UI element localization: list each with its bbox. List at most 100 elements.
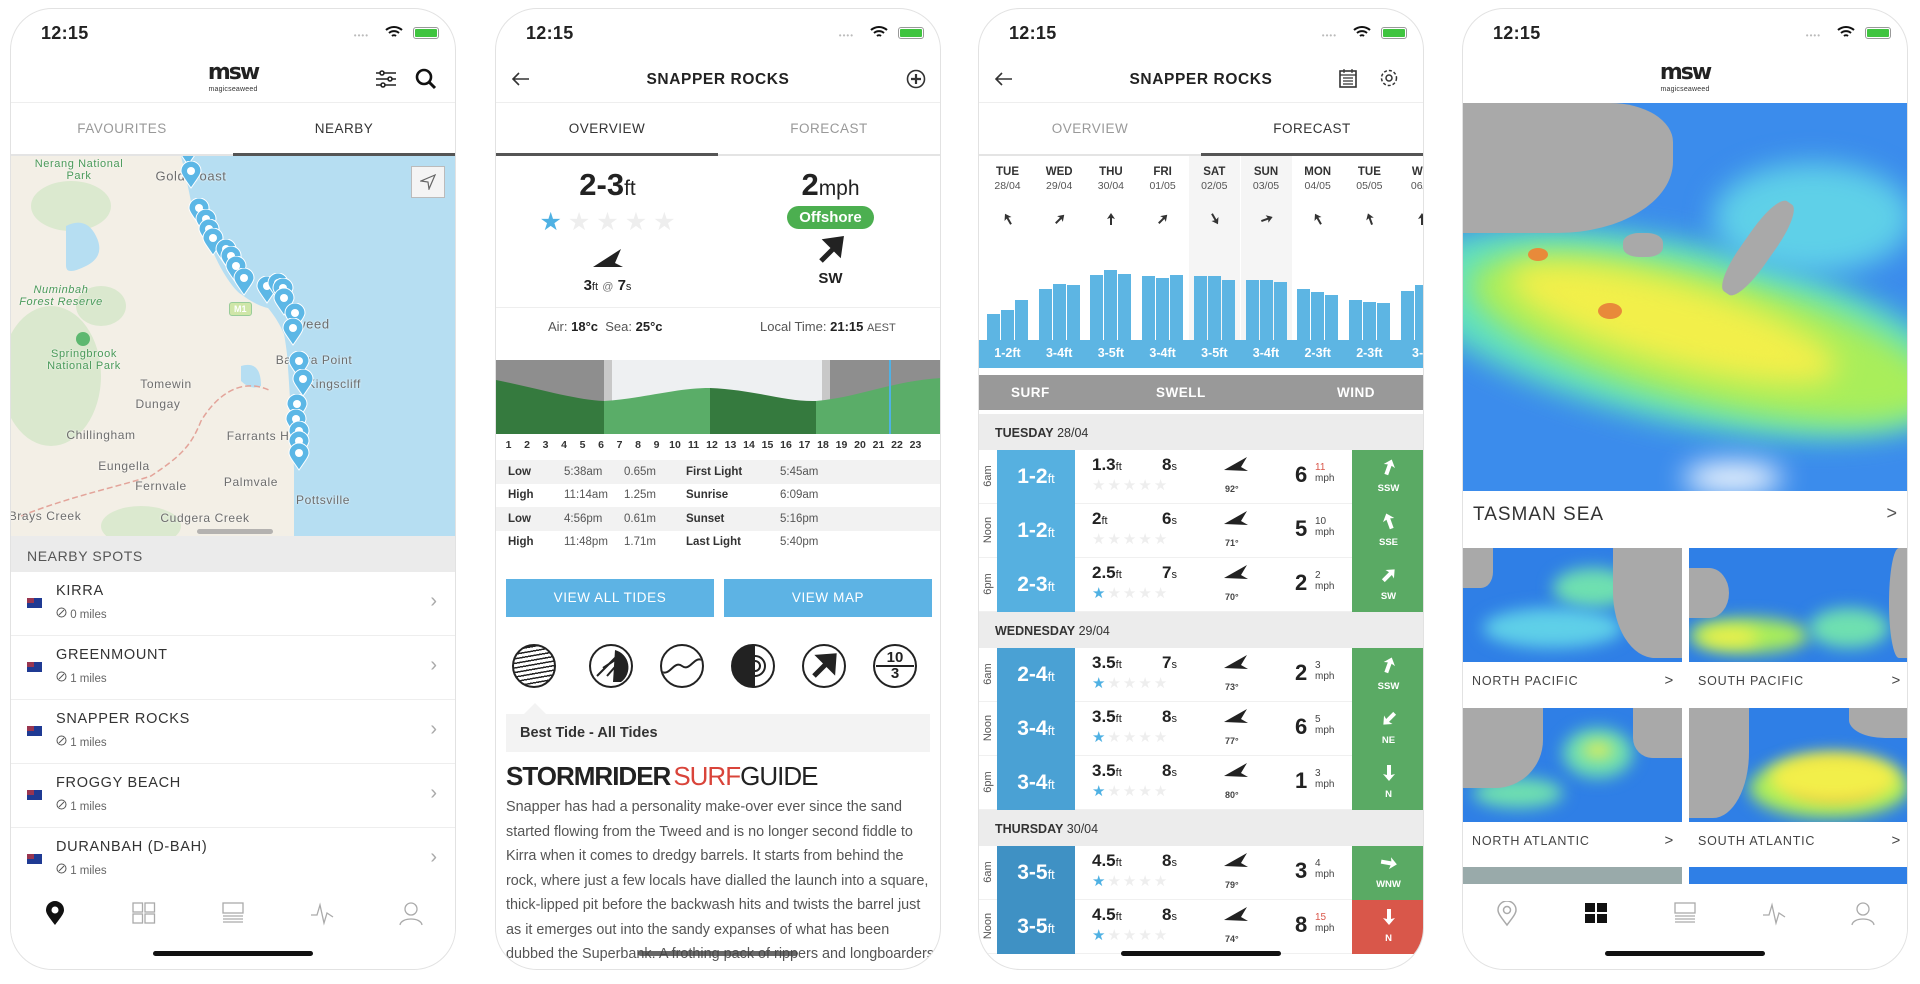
day-column[interactable]: FRI 01/05 — [1137, 156, 1188, 340]
star-icon: ★ — [1122, 729, 1136, 746]
signal-icon: •••• — [353, 31, 369, 40]
surf-bar — [1104, 269, 1118, 340]
tide-hour-label: 18 — [817, 439, 829, 451]
tab-bar-item[interactable] — [100, 884, 189, 944]
map-pin-icon[interactable] — [180, 161, 202, 189]
forecast-row[interactable]: Noon 3-4ft 3.5ft 8s ★ ★ ★ ★ ★ 77° 6 5 mph NE — [979, 702, 1423, 756]
map-pin-icon[interactable] — [188, 197, 210, 226]
star-icon: ★ — [1138, 477, 1151, 494]
swell-height: 1.3ft — [1092, 455, 1122, 474]
swell-blob — [1769, 753, 1899, 803]
forecast-row[interactable]: 6am 3-5ft 4.5ft 8s ★ ★ ★ ★ ★ 79° 3 4 mph WNW — [979, 846, 1423, 900]
map-pin-icon[interactable] — [233, 267, 255, 296]
home-indicator[interactable] — [1121, 951, 1281, 956]
map-pin-icon[interactable] — [288, 442, 310, 471]
settings-icon[interactable] — [1379, 68, 1399, 88]
day-column[interactable]: SAT 02/05 — [1188, 156, 1240, 340]
tab-bar-item[interactable] — [11, 884, 100, 944]
tab-bar-item[interactable] — [1641, 884, 1730, 944]
home-indicator[interactable] — [638, 951, 798, 956]
calendar-icon[interactable] — [1339, 68, 1357, 88]
back-arrow-icon[interactable] — [995, 72, 1013, 86]
region-row[interactable]: NORTH ATLANTIC > — [1463, 822, 1682, 862]
region-map[interactable] — [1689, 708, 1907, 822]
map-label: Dungay — [135, 397, 181, 411]
tasman-sea-map[interactable] — [1463, 103, 1907, 491]
forecast-row[interactable]: 6pm 3-4ft 3.5ft 8s ★ ★ ★ ★ ★ 80° 1 3 mph N — [979, 756, 1423, 810]
sun-event: First Light — [686, 465, 743, 478]
surf-height: 3-5ft — [997, 846, 1075, 900]
day-column[interactable]: MON 04/05 — [1292, 156, 1343, 340]
tab-bar-item[interactable] — [277, 884, 366, 944]
tab-forecast[interactable]: FORECAST — [790, 121, 868, 136]
map-pin-icon[interactable] — [288, 351, 310, 379]
map-pin-icon[interactable] — [282, 317, 304, 346]
view-map-button[interactable]: VIEW MAP — [724, 579, 932, 617]
list-item[interactable]: GREENMOUNT 1 miles › — [11, 636, 455, 700]
daily-range: 3-4ft — [1045, 346, 1073, 360]
forecast-row[interactable]: 6am 2-4ft 3.5ft 7s ★ ★ ★ ★ ★ 73° 2 3 mph SSW — [979, 648, 1423, 702]
list-item[interactable]: FROGGY BEACH 1 miles › — [11, 764, 455, 828]
list-item[interactable]: DURANBAH (D-BAH) 1 miles › — [11, 828, 455, 892]
forecast-row[interactable]: Noon 3-5ft 4.5ft 8s ★ ★ ★ ★ ★ 74° 8 15 mph N — [979, 900, 1423, 954]
region-map[interactable] — [1689, 548, 1907, 662]
wind-gust: 4 mph — [1315, 858, 1334, 880]
region-row[interactable]: SOUTH PACIFIC > — [1689, 662, 1907, 702]
tab-bar-item[interactable] — [1552, 884, 1641, 944]
tab-overview[interactable]: OVERVIEW — [496, 103, 718, 156]
day-column[interactable]: TUE 05/05 — [1344, 156, 1395, 340]
tab-favourites[interactable]: FAVOURITES — [77, 121, 167, 136]
region-map[interactable] — [1689, 867, 1907, 884]
day-column[interactable]: THU 30/04 — [1085, 156, 1136, 340]
forecast-row[interactable]: 6pm 2-3ft 2.5ft 7s ★ ★ ★ ★ ★ 70° 2 2 mph SW — [979, 558, 1423, 612]
bottom-icon[interactable] — [660, 644, 704, 688]
tab-bar-item[interactable] — [366, 884, 455, 944]
map-pin-icon[interactable] — [284, 302, 306, 331]
featured-region-row[interactable]: TASMAN SEA > — [1463, 491, 1907, 540]
home-indicator[interactable] — [153, 951, 313, 956]
day-column[interactable]: WE 06/0 — [1396, 156, 1423, 340]
map-pin-icon[interactable] — [273, 287, 295, 316]
tab-nearby[interactable]: NEARBY — [233, 103, 455, 156]
rating-icon[interactable]: 10 3 — [873, 644, 917, 688]
wave-type-icon[interactable] — [589, 644, 633, 688]
day-column[interactable]: TUE 28/04 — [982, 156, 1033, 340]
tab-bar-item[interactable] — [1729, 884, 1818, 944]
tab-bar-item[interactable] — [1818, 884, 1907, 944]
region-map[interactable] — [1463, 708, 1682, 822]
swell-direction-icon — [1224, 853, 1248, 867]
list-item[interactable]: KIRRA 0 miles › — [11, 572, 455, 636]
forecast-row[interactable]: 6am 1-2ft 1.3ft 8s ★ ★ ★ ★ ★ 92° 6 11 mph SSW — [979, 450, 1423, 504]
swell-icon[interactable] — [731, 644, 775, 688]
tide-chart[interactable] — [496, 360, 941, 434]
region-map[interactable] — [1463, 867, 1682, 884]
tab-bar-item[interactable] — [1463, 884, 1552, 944]
tide-waves-icon[interactable] — [512, 644, 556, 688]
back-arrow-icon[interactable] — [512, 72, 530, 86]
region-row[interactable]: NORTH PACIFIC > — [1463, 662, 1682, 702]
forecast-row[interactable]: Noon 1-2ft 2ft 6s ★ ★ ★ ★ ★ 71° 5 10 mph SSE — [979, 504, 1423, 558]
map-pin-icon[interactable] — [292, 369, 314, 398]
day-column[interactable]: SUN 03/05 — [1240, 156, 1292, 340]
nearby-map[interactable]: Nerang National Park Gold Coast Numinbah… — [11, 156, 455, 536]
map-drag-handle[interactable] — [197, 529, 273, 534]
unit: ft — [1047, 777, 1055, 792]
wind-direction-icon[interactable] — [802, 644, 846, 688]
view-all-tides-button[interactable]: VIEW ALL TIDES — [506, 579, 714, 617]
tab-overview[interactable]: OVERVIEW — [1051, 121, 1129, 136]
filters-icon[interactable] — [375, 69, 397, 89]
day-column[interactable]: WED 29/04 — [1034, 156, 1085, 340]
home-indicator[interactable] — [1605, 951, 1765, 956]
locate-button[interactable] — [411, 166, 445, 198]
tab-bar-item[interactable] — [189, 884, 278, 944]
list-item[interactable]: SNAPPER ROCKS 1 miles › — [11, 700, 455, 764]
search-icon[interactable] — [415, 68, 437, 90]
map-pin-icon[interactable] — [177, 156, 199, 166]
region-row[interactable]: SOUTH ATLANTIC > — [1689, 822, 1907, 862]
sun-time: 5:45am — [780, 465, 819, 478]
wind-direction: N — [1385, 789, 1392, 800]
tab-forecast[interactable]: FORECAST — [1201, 103, 1423, 156]
region-map[interactable] — [1463, 548, 1682, 662]
add-favourite-icon[interactable] — [906, 69, 926, 89]
map-pin-icon[interactable] — [286, 394, 308, 423]
